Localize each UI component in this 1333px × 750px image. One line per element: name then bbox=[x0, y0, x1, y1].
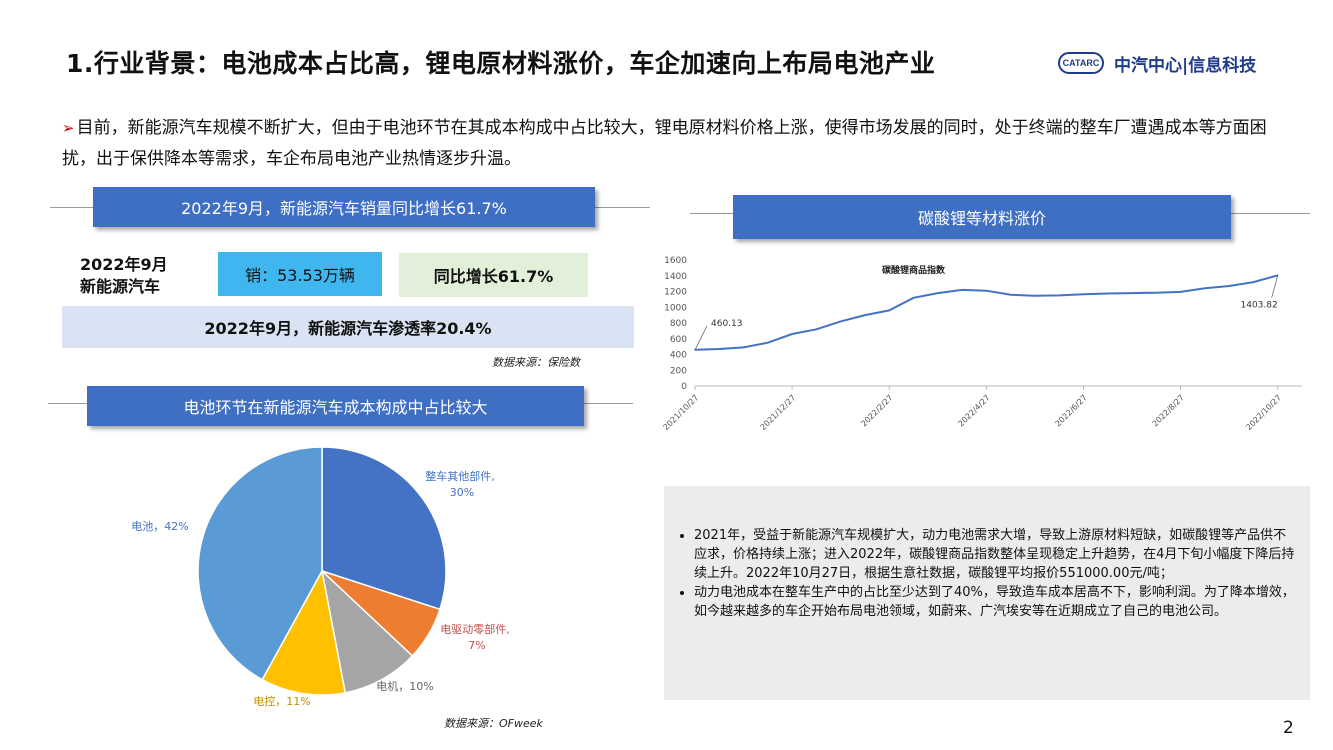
y-tick-label: 0 bbox=[681, 382, 687, 392]
line-banner: 碳酸锂等材料涨价 bbox=[733, 195, 1231, 239]
index-data-point bbox=[1058, 294, 1060, 297]
x-tick-label: 2022/10/27 bbox=[1244, 393, 1283, 432]
y-tick-label: 600 bbox=[670, 335, 687, 345]
start-value-label: 460.13 bbox=[711, 319, 743, 329]
index-data-point bbox=[839, 320, 842, 323]
index-data-point bbox=[1082, 293, 1085, 296]
index-data-point bbox=[1252, 281, 1255, 283]
pie-slice-label: 30% bbox=[450, 486, 474, 499]
index-data-point bbox=[888, 309, 891, 312]
index-data-point bbox=[1034, 295, 1036, 297]
index-data-point bbox=[1131, 292, 1133, 294]
pie-source: 数据来源：OFweek bbox=[444, 717, 543, 730]
index-data-point bbox=[1179, 291, 1182, 293]
index-data-point bbox=[1204, 287, 1206, 290]
index-data-point bbox=[742, 346, 745, 349]
index-series-line bbox=[694, 274, 1278, 351]
page-title: 1.行业背景：电池成本占比高，锂电原材料涨价，车企加速向上布局电池产业 bbox=[66, 49, 936, 78]
y-tick-label: 1000 bbox=[664, 303, 687, 313]
y-tick-label: 1400 bbox=[664, 272, 687, 282]
index-data-point bbox=[985, 289, 988, 292]
line-chart-title: 碳酸锂商品指数 bbox=[882, 264, 946, 276]
pie-slice bbox=[321, 446, 447, 611]
pie-slice-label: 电机，10% bbox=[376, 679, 433, 693]
lithium-carbonate-index-chart: 0 200 400 600 800 1000 1200 1400 1600 2021/10/27 2… bbox=[661, 256, 1302, 432]
index-data-point bbox=[1228, 285, 1230, 287]
index-data-point bbox=[1106, 292, 1109, 295]
x-tick-label: 2022/8/27 bbox=[1151, 393, 1186, 428]
note-bullet-1: 2021年，受益于新能源汽车规模扩大，动力电池需求大增，导致上游原材料短缺，如碳… bbox=[694, 526, 1296, 583]
sales-source: 数据来源：保险数 bbox=[492, 356, 580, 369]
index-data-point bbox=[937, 292, 939, 294]
penetration-rate-box: 2022年9月，新能源汽车渗透率20.4% bbox=[62, 306, 634, 348]
index-data-point bbox=[767, 341, 769, 344]
index-data-point bbox=[961, 289, 963, 291]
annotation-leader bbox=[1271, 275, 1279, 298]
bullet-arrow-icon: ➢ bbox=[62, 119, 75, 137]
pie-slice-label: 电控，11% bbox=[253, 694, 310, 708]
sales-period-label: 2022年9月 新能源汽车 bbox=[80, 254, 168, 298]
index-data-point bbox=[815, 328, 818, 331]
notes-box: 2021年，受益于新能源汽车规模扩大，动力电池需求大增，导致上游原材料短缺，如碳… bbox=[664, 486, 1310, 700]
pie-banner: 电池环节在新能源汽车成本构成中占比较大 bbox=[87, 386, 584, 426]
x-tick-label: 2022/4/27 bbox=[956, 393, 991, 428]
x-tick-label: 2022/2/27 bbox=[859, 393, 894, 428]
x-tick-label: 2022/6/27 bbox=[1054, 393, 1089, 428]
pie-slice-label: 7% bbox=[468, 639, 485, 652]
y-tick-label: 200 bbox=[670, 366, 687, 376]
y-tick-label: 1200 bbox=[664, 288, 687, 298]
index-data-point bbox=[864, 314, 866, 316]
sales-volume-box: 销：53.53万辆 bbox=[218, 252, 382, 296]
pie-slice-label: 电池，42% bbox=[131, 520, 188, 533]
index-data-point bbox=[1155, 291, 1158, 294]
annotation-leader bbox=[694, 325, 708, 350]
sales-label-line1: 2022年9月 bbox=[80, 255, 168, 274]
sales-banner: 2022年9月，新能源汽车销量同比增长61.7% bbox=[93, 187, 595, 227]
page-number: 2 bbox=[1283, 718, 1294, 738]
index-data-point bbox=[912, 297, 915, 299]
x-tick-label: 2021/12/27 bbox=[759, 393, 798, 432]
catarc-logo-icon: CATARC bbox=[1058, 52, 1104, 74]
index-data-point bbox=[1009, 293, 1012, 296]
note-bullet-2: 动力电池成本在整车生产中的占比至少达到了40%，导致造车成本居高不下，影响利润。… bbox=[694, 583, 1296, 621]
pie-slice bbox=[197, 446, 323, 681]
intro-paragraph: ➢ 目前，新能源汽车规模不断扩大，但由于电池环节在其成本构成中占比较大，锂电原材料… bbox=[62, 113, 1292, 175]
intro-text: 目前，新能源汽车规模不断扩大，但由于电池环节在其成本构成中占比较大，锂电原材料价… bbox=[62, 118, 1267, 169]
logo-text: 中汽中心|信息科技 bbox=[1114, 55, 1257, 76]
index-data-point bbox=[718, 348, 721, 350]
sales-growth-box: 同比增长61.7% bbox=[399, 253, 588, 297]
pie-slice-label: 电驱动零部件, bbox=[440, 622, 510, 636]
end-value-label: 1403.82 bbox=[1241, 300, 1278, 310]
y-tick-label: 800 bbox=[670, 319, 687, 329]
pie-slice bbox=[320, 568, 414, 694]
pie-slice-label: 整车其他部件, bbox=[425, 469, 495, 483]
x-tick-label: 2021/10/27 bbox=[661, 393, 700, 432]
y-tick-label: 1600 bbox=[664, 256, 687, 266]
company-logo: CATARC 中汽中心|信息科技 bbox=[1058, 50, 1256, 76]
index-data-point bbox=[791, 333, 793, 335]
sales-label-line2: 新能源汽车 bbox=[80, 277, 161, 296]
y-tick-label: 400 bbox=[670, 351, 687, 361]
cost-structure-pie-chart: 整车其他部件, 30% 电驱动零部件, 7% 电机，10% 电控，11% 电池，42% bbox=[131, 446, 510, 708]
pie-slice bbox=[261, 568, 347, 696]
